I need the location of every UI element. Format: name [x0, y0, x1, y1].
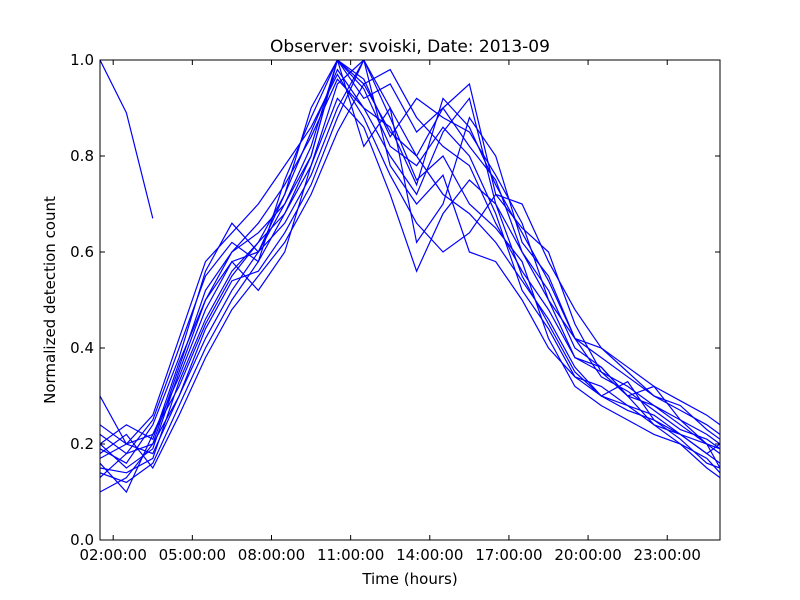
y-tick-label-4: 0.8: [70, 147, 94, 165]
x-tick-label-0: 02:00:00: [80, 546, 147, 564]
x-tick-label-1: 05:00:00: [159, 546, 226, 564]
chart-title: Observer: svoiski, Date: 2013-09: [270, 37, 550, 57]
y-tick-label-0: 0.0: [70, 531, 94, 549]
x-tick-label-7: 23:00:00: [634, 546, 701, 564]
series-line-11: [100, 73, 720, 445]
x-axis: 02:00:00 05:00:00 08:00:00 11:00:00 14:00:00…: [80, 60, 701, 564]
y-tick-label-5: 1.0: [70, 51, 94, 69]
x-tick-label-4: 14:00:00: [396, 546, 463, 564]
series-line-12: [100, 60, 720, 474]
x-tick-label-2: 08:00:00: [238, 546, 305, 564]
x-tick-label-5: 17:00:00: [475, 546, 542, 564]
series-line-4: [100, 60, 720, 455]
series-line-10: [100, 60, 720, 479]
x-tick-label-6: 20:00:00: [554, 546, 621, 564]
series-line-9: [100, 60, 720, 464]
plot-frame: [99, 59, 721, 541]
y-tick-label-2: 0.4: [70, 339, 94, 357]
y-axis: 0.0 0.2 0.4 0.6 0.8 1.0: [70, 51, 720, 549]
series-line-7: [100, 68, 720, 470]
series-line-0: [100, 60, 154, 219]
series-line-8: [100, 97, 720, 494]
y-axis-label: Normalized detection count: [41, 196, 59, 404]
y-tick-label-1: 0.2: [70, 435, 94, 453]
series-line-13: [100, 78, 720, 450]
series-group: [100, 60, 720, 494]
y-tick-label-3: 0.6: [70, 243, 94, 261]
x-axis-label: Time (hours): [361, 570, 457, 588]
series-line-3: [100, 60, 720, 484]
series-line-2: [100, 68, 720, 464]
x-tick-label-3: 11:00:00: [317, 546, 384, 564]
